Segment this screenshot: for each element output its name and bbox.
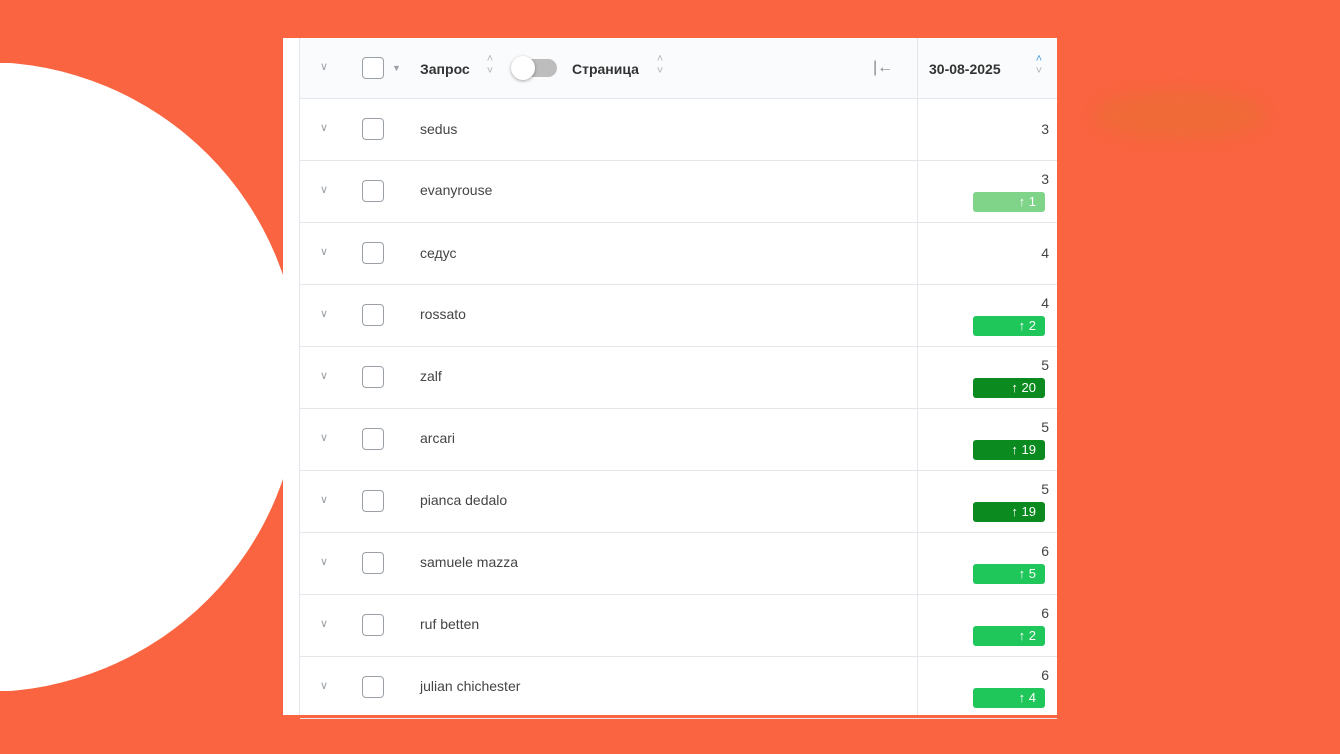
row-checkbox[interactable] <box>362 614 384 636</box>
date-column-header[interactable]: 30-08-2025 <box>929 61 1001 77</box>
position-value: 4 <box>1041 245 1049 261</box>
position-value: 5 <box>1041 357 1049 373</box>
position-change-badge: ↑ 4 <box>973 688 1045 708</box>
row-checkbox[interactable] <box>362 304 384 326</box>
position-change-badge: ↑ 19 <box>973 502 1045 522</box>
query-text: zalf <box>420 368 442 384</box>
expand-row-chevron-icon[interactable]: ∨ <box>320 308 329 320</box>
query-text: arcari <box>420 430 456 446</box>
query-text: седус <box>420 245 457 261</box>
row-checkbox[interactable] <box>362 118 384 140</box>
query-text: pianca dedalo <box>420 492 508 508</box>
table-row: ∨ samuele mazza 6 ↑ 5 <box>300 533 1057 595</box>
position-value: 5 <box>1041 419 1049 435</box>
query-text: rossato <box>420 306 466 322</box>
row-checkbox[interactable] <box>362 552 384 574</box>
table-row: ∨ седус 4 <box>300 223 1057 285</box>
query-sort-icon[interactable]: ˄ ˅ <box>486 53 494 77</box>
position-value: 5 <box>1041 481 1049 497</box>
expand-row-chevron-icon[interactable]: ∨ <box>320 618 329 630</box>
position-change-badge: ↑ 20 <box>973 378 1045 398</box>
table-row: ∨ rossato 4 ↑ 2 <box>300 285 1057 347</box>
select-dropdown-icon[interactable]: ▼ <box>392 63 401 73</box>
row-checkbox[interactable] <box>362 428 384 450</box>
position-change-badge: ↑ 2 <box>973 626 1045 646</box>
date-column: 30-08-2025 ˄ ˅ <box>917 38 1057 715</box>
date-sort-icon[interactable]: ˄ ˅ <box>1035 53 1043 77</box>
position-value: 6 <box>1041 667 1049 683</box>
collapse-column-icon[interactable]: |← <box>873 59 894 76</box>
query-text: samuele mazza <box>420 554 519 570</box>
expand-row-chevron-icon[interactable]: ∨ <box>320 556 329 568</box>
expand-row-chevron-icon[interactable]: ∨ <box>320 432 329 444</box>
row-checkbox[interactable] <box>362 242 384 264</box>
table-row: ∨ julian chichester 6 ↑ 4 <box>300 657 1057 719</box>
query-text: ruf betten <box>420 616 480 632</box>
expand-row-chevron-icon[interactable]: ∨ <box>320 370 329 382</box>
position-value: 6 <box>1041 543 1049 559</box>
position-change-badge: ↑ 1 <box>973 192 1045 212</box>
row-checkbox[interactable] <box>362 676 384 698</box>
position-value: 6 <box>1041 605 1049 621</box>
table-row: ∨ zalf 5 ↑ 20 <box>300 347 1057 409</box>
expand-row-chevron-icon[interactable]: ∨ <box>320 122 329 134</box>
query-text: julian chichester <box>420 678 521 694</box>
position-change-badge: ↑ 5 <box>973 564 1045 584</box>
table-row: ∨ pianca dedalo 5 ↑ 19 <box>300 471 1057 533</box>
table-row: ∨ evanyrouse 3 ↑ 1 <box>300 161 1057 223</box>
page-column-header[interactable]: Страница <box>572 61 639 77</box>
row-checkbox[interactable] <box>362 490 384 512</box>
page-sort-icon[interactable]: ˄ ˅ <box>656 53 664 77</box>
expand-row-chevron-icon[interactable]: ∨ <box>320 494 329 506</box>
select-all-checkbox[interactable] <box>362 57 384 79</box>
expand-all-chevron-icon[interactable]: ∨ <box>320 61 329 73</box>
query-text: evanyrouse <box>420 182 493 198</box>
position-value: 3 <box>1041 171 1049 187</box>
blurred-region <box>1095 90 1265 140</box>
table-row: ∨ arcari 5 ↑ 19 <box>300 409 1057 471</box>
query-column-header[interactable]: Запрос <box>420 61 470 77</box>
table-row: ∨ sedus 3 <box>300 99 1057 161</box>
position-change-badge: ↑ 19 <box>973 440 1045 460</box>
table-header: ∨ ▼ Запрос ˄ ˅ Страница ˄ ˅ |← <box>300 38 1057 99</box>
expand-row-chevron-icon[interactable]: ∨ <box>320 184 329 196</box>
expand-row-chevron-icon[interactable]: ∨ <box>320 680 329 692</box>
table-row: ∨ ruf betten 6 ↑ 2 <box>300 595 1057 657</box>
row-checkbox[interactable] <box>362 366 384 388</box>
expand-row-chevron-icon[interactable]: ∨ <box>320 246 329 258</box>
decorative-circle <box>0 63 300 691</box>
row-checkbox[interactable] <box>362 180 384 202</box>
page-toggle[interactable] <box>511 56 557 80</box>
position-value: 3 <box>1041 121 1049 137</box>
position-change-badge: ↑ 2 <box>973 316 1045 336</box>
query-text: sedus <box>420 121 458 137</box>
position-value: 4 <box>1041 295 1049 311</box>
rankings-table: ∨ ▼ Запрос ˄ ˅ Страница ˄ ˅ |← ∨ sedus 3 ∨ eva… <box>283 38 1057 719</box>
